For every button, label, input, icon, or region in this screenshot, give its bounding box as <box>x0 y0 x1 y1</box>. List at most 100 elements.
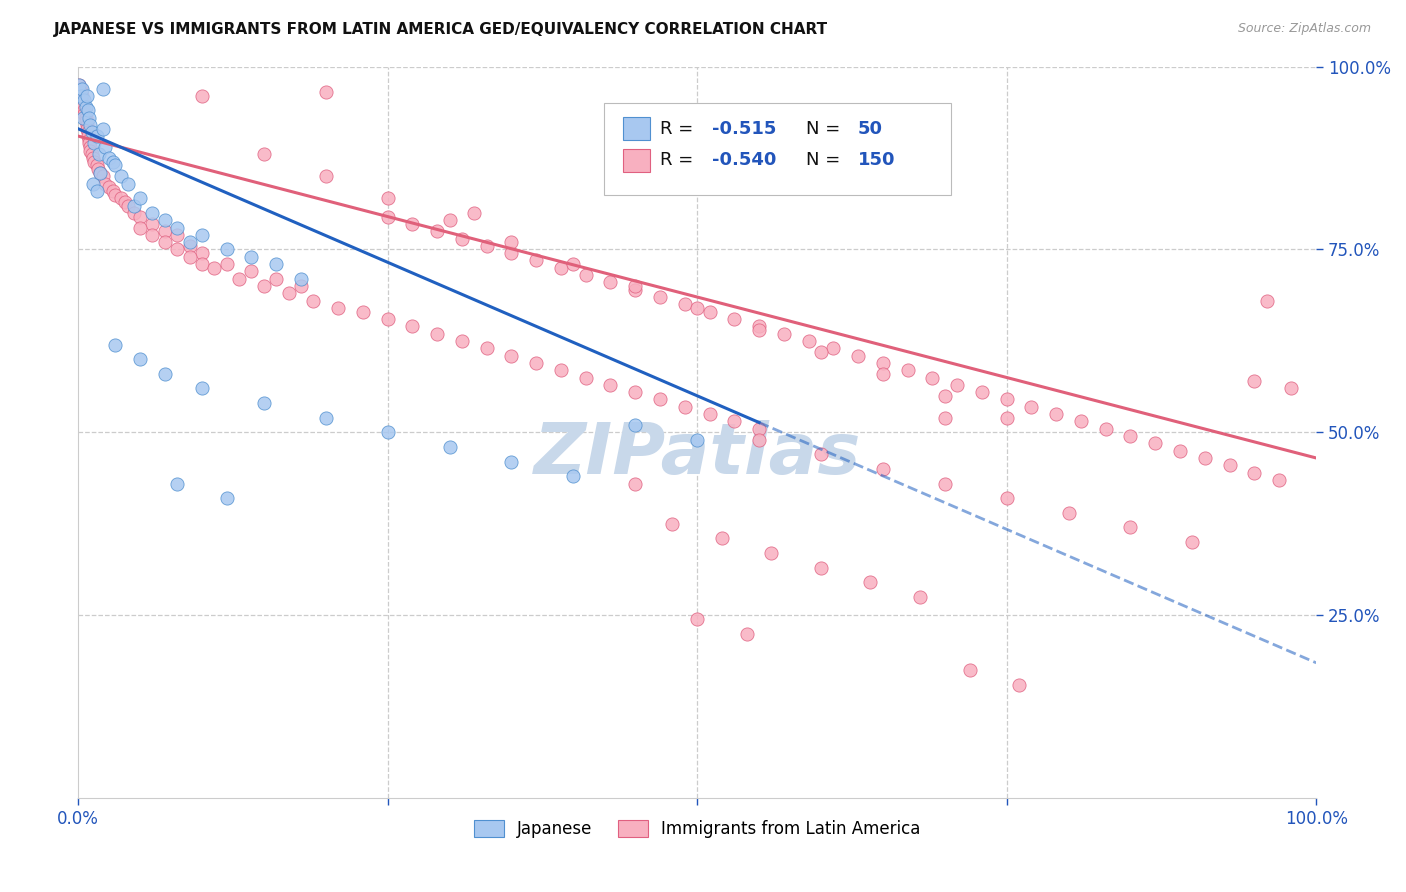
Point <box>79 144 101 158</box>
Point <box>69 85 91 99</box>
Point <box>122 206 145 220</box>
Point <box>117 177 139 191</box>
Point <box>72 111 94 125</box>
Point <box>104 337 127 351</box>
Point <box>215 243 238 257</box>
Point <box>1094 422 1116 436</box>
Point <box>908 590 931 604</box>
Point <box>179 250 201 264</box>
Point <box>70 81 93 95</box>
Point <box>290 279 312 293</box>
Text: 50: 50 <box>858 120 883 137</box>
Point <box>75 100 97 114</box>
Point <box>76 118 98 132</box>
Point <box>69 81 91 95</box>
Point <box>723 312 745 326</box>
Point <box>166 227 188 242</box>
Point <box>98 151 121 165</box>
Point <box>748 319 770 334</box>
Point <box>277 286 299 301</box>
Point <box>846 349 869 363</box>
Point <box>624 283 647 297</box>
Point <box>86 184 108 198</box>
Point <box>86 158 108 172</box>
Point <box>83 136 105 151</box>
Point <box>315 169 337 184</box>
Point <box>451 334 474 348</box>
Bar <box>623 117 650 140</box>
Point <box>129 220 152 235</box>
Point <box>87 161 110 176</box>
Point <box>77 125 100 139</box>
Point <box>91 169 114 184</box>
Point <box>80 125 103 139</box>
Point <box>82 177 104 191</box>
Legend: Japanese, Immigrants from Latin America: Japanese, Immigrants from Latin America <box>467 814 927 845</box>
Point <box>1194 450 1216 465</box>
Point <box>141 227 163 242</box>
Point <box>934 389 956 403</box>
Point <box>79 118 101 132</box>
Point <box>122 198 145 212</box>
FancyBboxPatch shape <box>605 103 950 194</box>
Point <box>91 81 114 95</box>
Point <box>191 227 214 242</box>
Point <box>253 396 276 410</box>
Point <box>501 246 523 260</box>
Point <box>686 301 709 315</box>
Point <box>89 166 111 180</box>
Point <box>550 363 572 377</box>
Point <box>575 268 598 282</box>
Point <box>94 177 117 191</box>
Point <box>326 301 349 315</box>
Text: Source: ZipAtlas.com: Source: ZipAtlas.com <box>1237 22 1371 36</box>
Point <box>166 476 188 491</box>
Point <box>599 276 621 290</box>
Text: JAPANESE VS IMMIGRANTS FROM LATIN AMERICA GED/EQUIVALENCY CORRELATION CHART: JAPANESE VS IMMIGRANTS FROM LATIN AMERIC… <box>53 22 828 37</box>
Point <box>166 243 188 257</box>
Point <box>290 271 312 285</box>
Point <box>1021 400 1043 414</box>
Point <box>153 213 176 227</box>
Point <box>129 352 152 367</box>
Point <box>872 462 894 476</box>
Point <box>624 385 647 400</box>
Point <box>624 418 647 433</box>
Point <box>562 469 585 483</box>
Point <box>110 169 132 184</box>
Point <box>1144 436 1167 450</box>
Point <box>141 217 163 231</box>
Point <box>810 345 832 359</box>
Point <box>114 194 136 209</box>
Point <box>439 440 461 454</box>
Point <box>89 166 111 180</box>
Point <box>82 151 104 165</box>
Point <box>401 319 423 334</box>
Point <box>264 257 287 271</box>
Point <box>191 88 214 103</box>
Point <box>80 147 103 161</box>
Point <box>202 260 225 275</box>
Point <box>240 264 263 278</box>
Point <box>67 78 90 92</box>
Point <box>1008 678 1031 692</box>
Point <box>970 385 993 400</box>
Point <box>73 93 96 107</box>
Point <box>648 392 671 407</box>
Point <box>661 516 683 531</box>
Point <box>302 293 325 308</box>
Point <box>1168 443 1191 458</box>
Point <box>524 356 547 370</box>
Point <box>77 103 100 118</box>
Point <box>761 546 783 560</box>
Point <box>153 235 176 249</box>
Point <box>253 147 276 161</box>
Point <box>377 425 399 440</box>
Point <box>101 184 124 198</box>
Point <box>599 377 621 392</box>
Point <box>475 239 498 253</box>
Point <box>72 100 94 114</box>
Text: -0.515: -0.515 <box>711 120 776 137</box>
Point <box>76 88 98 103</box>
Point <box>1119 520 1142 534</box>
